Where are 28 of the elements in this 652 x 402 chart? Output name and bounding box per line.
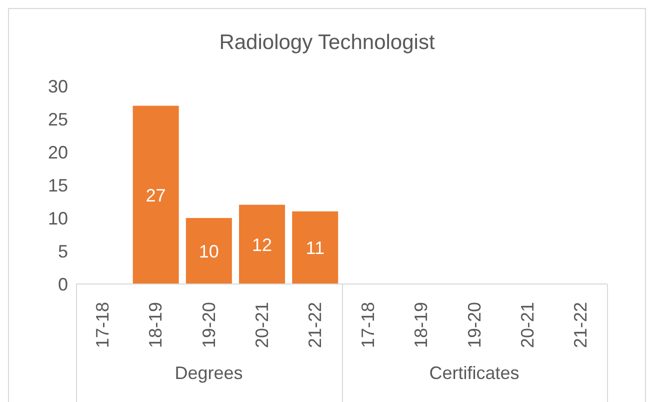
text: Degrees — [174, 363, 244, 384]
x-tick-label: 17-18 — [358, 302, 378, 348]
data-label: 27 — [146, 185, 166, 206]
data-label: 10 — [198, 241, 219, 262]
y-tick-label: 0 — [58, 274, 68, 294]
x-tick-label: 18-19 — [411, 302, 432, 348]
bar — [186, 218, 232, 284]
y-tick-label: 5 — [58, 241, 68, 262]
data-label: 11 — [306, 238, 324, 258]
x-tick-label: 17-18 — [92, 302, 113, 348]
x-tick-label: 20-21 — [252, 302, 272, 348]
data-label: 12 — [252, 234, 272, 255]
x-tick-label: 21-22 — [304, 302, 325, 348]
chart-title: Radiology Technologist — [218, 31, 436, 55]
y-tick-label: 30 — [48, 76, 68, 96]
x-tick-label: 19-20 — [464, 302, 484, 348]
text: Certificates — [428, 363, 520, 384]
y-tick-label: 20 — [48, 142, 68, 162]
y-tick-label: 15 — [48, 175, 68, 196]
y-tick-label: 25 — [48, 109, 68, 130]
y-tick-label: 10 — [48, 208, 68, 228]
x-tick-label: 21-22 — [570, 302, 590, 348]
x-tick-label: 18-19 — [146, 302, 166, 348]
bar — [292, 211, 338, 284]
x-tick-label: 20-21 — [517, 302, 538, 348]
x-tick-label: 19-20 — [198, 302, 219, 348]
bar — [239, 204, 286, 284]
bar — [132, 106, 179, 284]
